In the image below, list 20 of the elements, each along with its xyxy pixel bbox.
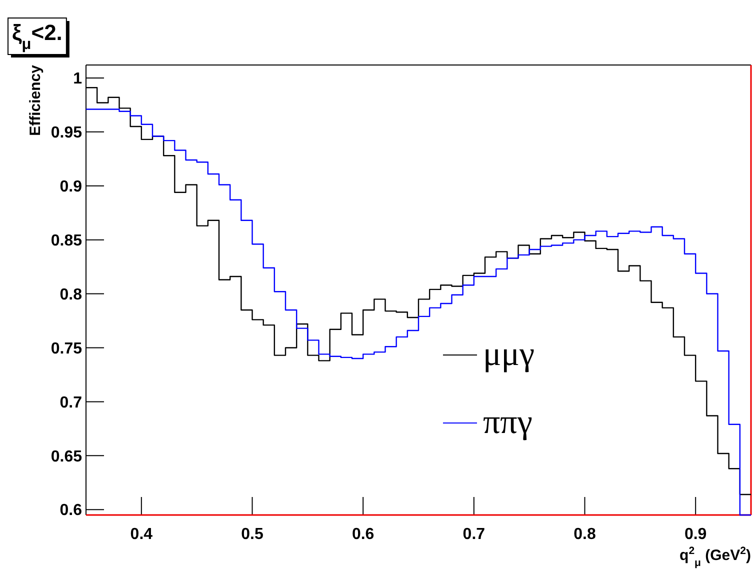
- chart-title: ξ$_{μ}$<2.: [12, 20, 62, 52]
- y-tick-label: 0.7: [60, 394, 82, 412]
- legend-label: ππγ: [483, 404, 532, 441]
- y-tick-label: 1: [73, 70, 82, 88]
- y-tick-label: 0.75: [50, 340, 82, 358]
- y-tick-label: 0.65: [50, 448, 82, 466]
- x-tick-label: 0.9: [684, 526, 707, 543]
- x-tick-label: 0.6: [352, 526, 374, 543]
- y-tick-label: 0.9: [60, 178, 82, 196]
- x-axis-title: q$^{2}$$_{μ}$ (GeV$^{2}$): [680, 545, 751, 569]
- x-tick-label: 0.7: [462, 526, 486, 543]
- y-tick-label: 0.6: [60, 502, 82, 520]
- x-tick-label: 0.5: [241, 526, 264, 543]
- y-axis-title: Efficiency: [27, 64, 44, 136]
- legend-label: μμγ: [483, 336, 534, 373]
- x-tick-label: 0.4: [130, 526, 153, 543]
- y-tick-label: 0.85: [50, 232, 82, 250]
- y-tick-label: 0.8: [60, 286, 82, 304]
- y-tick-label: 0.95: [50, 124, 82, 142]
- x-tick-label: 0.8: [574, 526, 596, 543]
